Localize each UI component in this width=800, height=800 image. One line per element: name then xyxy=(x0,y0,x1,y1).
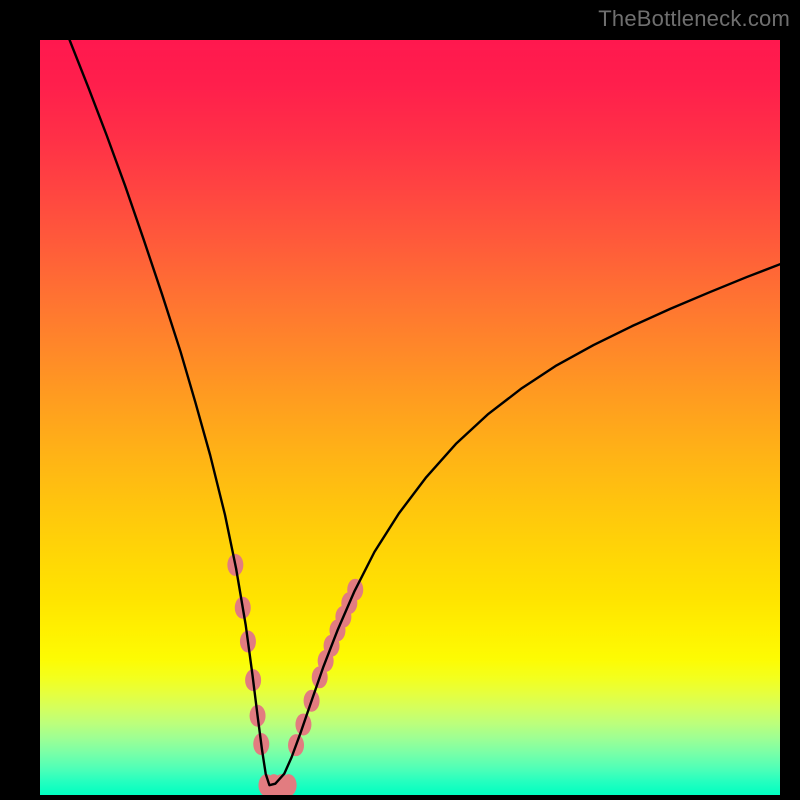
marker-group xyxy=(227,554,363,795)
plot-area xyxy=(40,40,780,795)
chart-stage: TheBottleneck.com xyxy=(0,0,800,800)
curve-svg xyxy=(40,40,780,795)
watermark-text: TheBottleneck.com xyxy=(598,6,790,32)
bottleneck-curve xyxy=(70,40,780,785)
